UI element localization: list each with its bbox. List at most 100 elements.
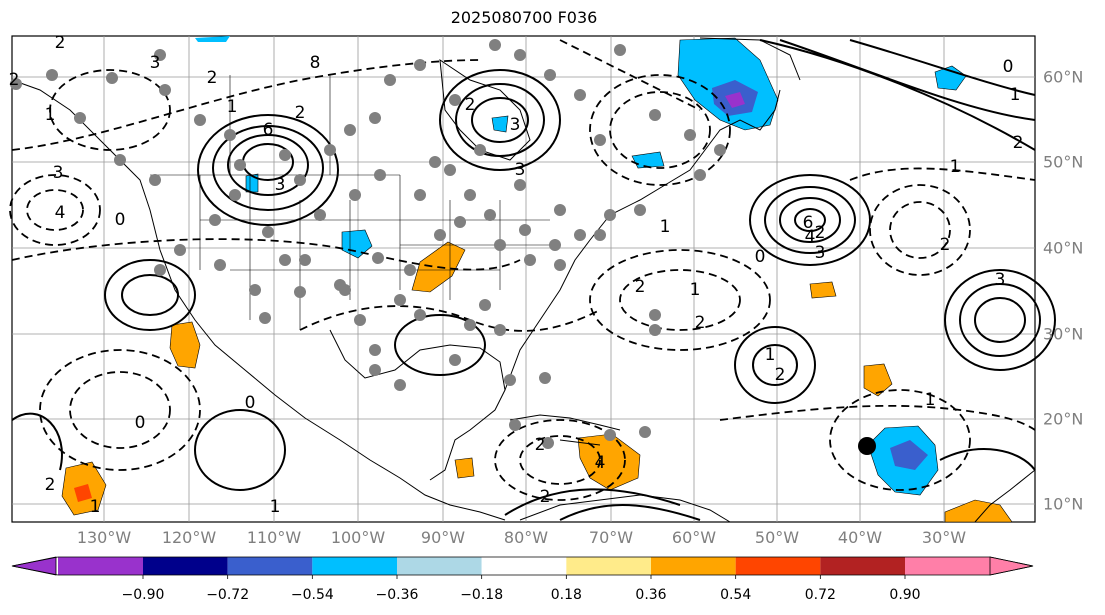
contour-value-label: 2 (465, 95, 476, 115)
latitude-label: 50°N (1043, 152, 1084, 172)
shaded-anomalies (61, 36, 1013, 523)
station-marker (294, 286, 306, 298)
station-marker (404, 264, 416, 276)
contour-value-label: 2 (815, 223, 826, 243)
station-marker (649, 109, 661, 121)
colorbar-segment (566, 557, 651, 575)
anomaly-fill-yucatan (454, 457, 475, 479)
map-title: 2025080700 F036 (450, 8, 598, 27)
contour-low-central-atl-2 (889, 201, 951, 259)
station-marker (174, 244, 186, 256)
contour-low-epac-1 (39, 349, 201, 471)
station-marker (299, 254, 311, 266)
station-marker (414, 309, 426, 321)
contour-high-atlantic-1 (749, 174, 871, 266)
contour-low-midatl-1 (589, 249, 771, 351)
longitude-label: 40°W (837, 528, 883, 547)
station-marker (684, 129, 696, 141)
station-marker (494, 324, 506, 336)
station-marker (354, 314, 366, 326)
contour-value-label: 0 (755, 247, 766, 267)
contour-value-label: 0 (245, 393, 256, 413)
contour-low-caribbean-2 (519, 435, 601, 485)
contour-jet-band-2 (11, 238, 521, 271)
contour-high-atlantic-2 (764, 186, 856, 254)
contour-low-pacific-1 (9, 174, 101, 246)
station-marker (519, 224, 531, 236)
contours (9, 39, 1056, 521)
colorbar-segment (58, 557, 143, 575)
colorbar-tick-label: −0.90 (121, 587, 165, 603)
station-marker (279, 149, 291, 161)
anomaly-fill-mid-atlantic (809, 281, 837, 299)
colorbar-segment (905, 557, 990, 575)
latitude-label: 40°N (1043, 238, 1084, 258)
station-marker (46, 69, 58, 81)
contour-value-label: 6 (803, 213, 814, 233)
contour-high-east-2 (959, 283, 1041, 357)
longitude-label: 120°W (161, 528, 217, 547)
colorbar-tick-label: 0.18 (550, 587, 582, 603)
contour-value-label: 4 (55, 203, 66, 223)
colorbar-tick-label: 0.72 (804, 587, 836, 603)
station-marker (294, 174, 306, 186)
station-marker (594, 229, 606, 241)
longitude-label: 50°W (754, 528, 800, 547)
latitude-label: 10°N (1043, 494, 1084, 514)
station-marker (384, 74, 396, 86)
contour-value-label: 1 (660, 217, 671, 237)
contour-value-label: 6 (263, 120, 274, 140)
anomaly-fill-azores (934, 65, 967, 91)
colorbar-tick-label: −0.18 (460, 587, 504, 603)
storm-center-marker (858, 437, 876, 455)
longitude-label: 100°W (330, 528, 386, 547)
contour-value-label: 2 (9, 70, 20, 90)
station-marker (694, 169, 706, 181)
colorbar-tick-label: −0.54 (290, 587, 334, 603)
contour-low-east-tropics (829, 389, 971, 491)
station-marker (464, 319, 476, 331)
longitude-label: 80°W (503, 528, 549, 547)
station-marker (479, 299, 491, 311)
latitude-label: 20°N (1043, 409, 1084, 429)
station-marker (324, 144, 336, 156)
station-marker (614, 44, 626, 56)
contour-low-pacific-2 (26, 189, 84, 231)
station-marker (394, 294, 406, 306)
contour-low-alaska (49, 69, 171, 151)
coastline-greenland (699, 37, 801, 81)
contour-value-label: 2 (1013, 133, 1024, 153)
station-marker (394, 379, 406, 391)
contour-north-atlantic-band (759, 39, 1036, 151)
station-marker (369, 344, 381, 356)
colorbar-segment (312, 557, 397, 575)
contour-high-rockies-3 (227, 134, 309, 196)
station-marker (649, 324, 661, 336)
anomaly-fill-hudson-bay (491, 115, 509, 133)
longitude-label: 60°W (671, 528, 717, 547)
station-marker (314, 209, 326, 221)
contour-high-east-3 (974, 297, 1026, 343)
anomaly-fill-african-coast (944, 499, 1013, 523)
contour-value-label: 0 (115, 210, 126, 230)
contour-value-label: 4 (805, 227, 816, 247)
station-marker (604, 209, 616, 221)
station-marker (574, 229, 586, 241)
station-marker (554, 259, 566, 271)
contour-high-pacific-2 (121, 274, 179, 316)
colorbar-tick-label: −0.72 (206, 587, 250, 603)
anomaly-fill-baja (169, 321, 201, 369)
station-marker (639, 426, 651, 438)
station-marker (604, 429, 616, 441)
latitude-label: 30°N (1043, 324, 1084, 344)
station-marker (634, 204, 646, 216)
contour-jet-band-5 (559, 39, 701, 111)
station-marker (234, 159, 246, 171)
station-marker (374, 169, 386, 181)
contour-value-label: 8 (310, 53, 321, 73)
contour-value-label: 2 (535, 435, 546, 455)
contour-labels: 2312012682343233643101221223210121242120… (9, 33, 1024, 517)
station-marker (554, 204, 566, 216)
station-marker (372, 252, 384, 264)
longitude-label: 110°W (246, 528, 302, 547)
